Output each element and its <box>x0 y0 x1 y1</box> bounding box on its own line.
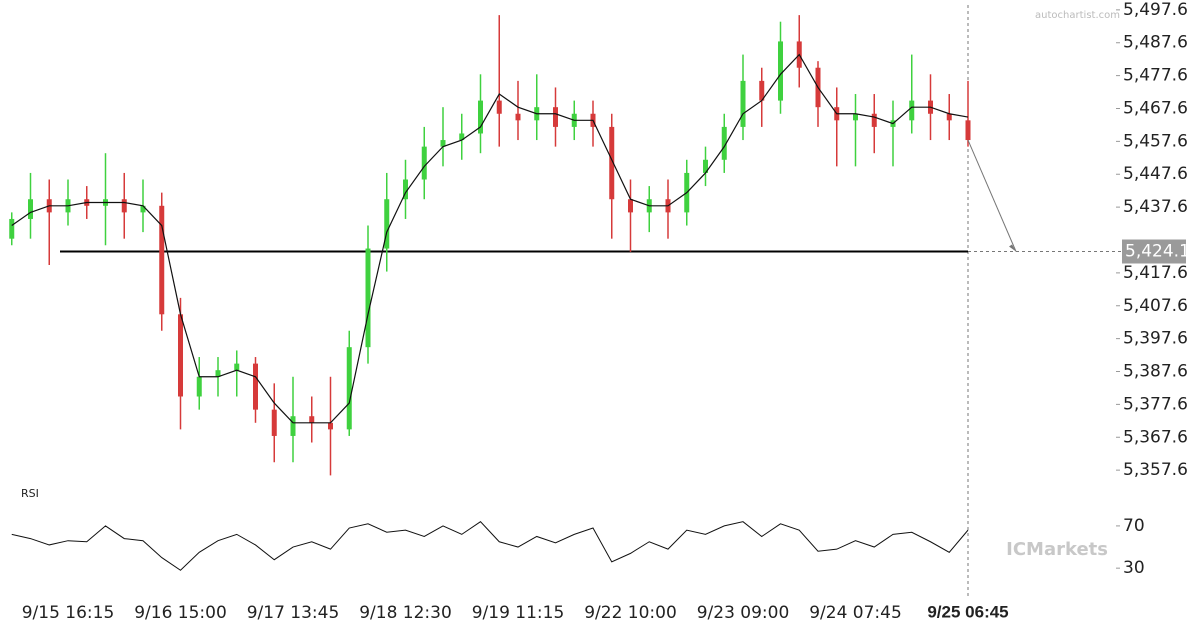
candle-body <box>384 199 390 249</box>
candle-body <box>496 100 502 114</box>
y-tick-label: 5,417.6 <box>1123 263 1188 283</box>
candle-body <box>28 199 33 219</box>
candle-body <box>965 120 971 141</box>
candle-body <box>403 179 408 200</box>
x-tick-label: 9/25 06:45 <box>927 602 1008 621</box>
rsi-title: RSI <box>21 487 39 500</box>
broker-logo: ICMarkets <box>1006 539 1108 560</box>
y-tick-label: 5,407.6 <box>1123 296 1188 316</box>
y-tick-label: 5,437.6 <box>1123 197 1188 217</box>
candle-body <box>365 248 371 348</box>
candle-body <box>946 113 952 121</box>
candle-body <box>196 376 202 397</box>
candle-body <box>778 41 783 101</box>
x-tick-label: 9/16 15:00 <box>134 603 227 623</box>
x-tick-label: 9/22 10:00 <box>584 603 677 623</box>
candle-body <box>853 113 858 121</box>
projection-arrow <box>967 139 1017 252</box>
candle-body <box>215 370 221 377</box>
support-label-box <box>1122 239 1186 264</box>
candle-body <box>459 133 465 141</box>
candle-body <box>290 416 296 436</box>
x-tick-label: 9/18 12:30 <box>359 603 452 623</box>
candle-body <box>515 113 521 121</box>
moving-average <box>11 53 969 424</box>
candle-body <box>478 100 483 134</box>
y-tick-label: 5,447.6 <box>1123 164 1188 184</box>
candle-body <box>609 126 615 200</box>
candle-body <box>159 205 165 315</box>
y-tick-label: 5,497.6 <box>1123 0 1188 20</box>
y-tick-label: 5,477.6 <box>1123 66 1188 86</box>
rsi-tick-label: 30 <box>1123 558 1145 578</box>
candle-body <box>740 80 746 127</box>
watermark: autochartist.com <box>1035 10 1120 21</box>
y-tick-label: 5,487.6 <box>1123 33 1188 53</box>
x-tick-label: 9/17 13:45 <box>247 603 340 623</box>
candle-body <box>253 363 258 410</box>
y-tick-label: 5,467.6 <box>1123 98 1188 118</box>
x-tick-label: 9/23 09:00 <box>697 603 790 623</box>
x-tick-label: 9/15 16:15 <box>22 603 115 623</box>
projection-arrowhead <box>1009 244 1016 252</box>
x-tick-label: 9/24 07:45 <box>809 603 902 623</box>
candle-body <box>234 363 240 371</box>
candle-body <box>346 347 352 430</box>
candle-body <box>328 422 333 430</box>
x-tick-label: 9/19 11:15 <box>472 603 565 623</box>
candle-body <box>909 100 915 121</box>
y-tick-label: 5,357.6 <box>1123 460 1188 480</box>
candle-body <box>721 126 727 160</box>
candle-body <box>140 205 146 213</box>
support-label: 5,424.1 <box>1125 242 1190 262</box>
y-tick-label: 5,387.6 <box>1123 362 1188 382</box>
candle-body <box>440 140 446 147</box>
rsi-tick-label: 70 <box>1123 516 1145 536</box>
y-tick-label: 5,367.6 <box>1123 427 1188 447</box>
y-tick-label: 5,377.6 <box>1123 394 1188 414</box>
candle-body <box>9 218 15 239</box>
candle-body <box>553 107 558 127</box>
candle-body <box>121 199 127 213</box>
candle-body <box>759 80 765 101</box>
candle-body <box>703 159 708 173</box>
candle-body <box>871 113 877 127</box>
candle-body <box>421 146 427 180</box>
candle-body <box>271 409 277 436</box>
candle-body <box>178 314 183 397</box>
rsi-line <box>11 521 969 571</box>
y-tick-label: 5,397.6 <box>1123 329 1188 349</box>
candle-body <box>309 416 315 423</box>
y-tick-label: 5,457.6 <box>1123 131 1188 151</box>
candle-body <box>628 199 633 213</box>
